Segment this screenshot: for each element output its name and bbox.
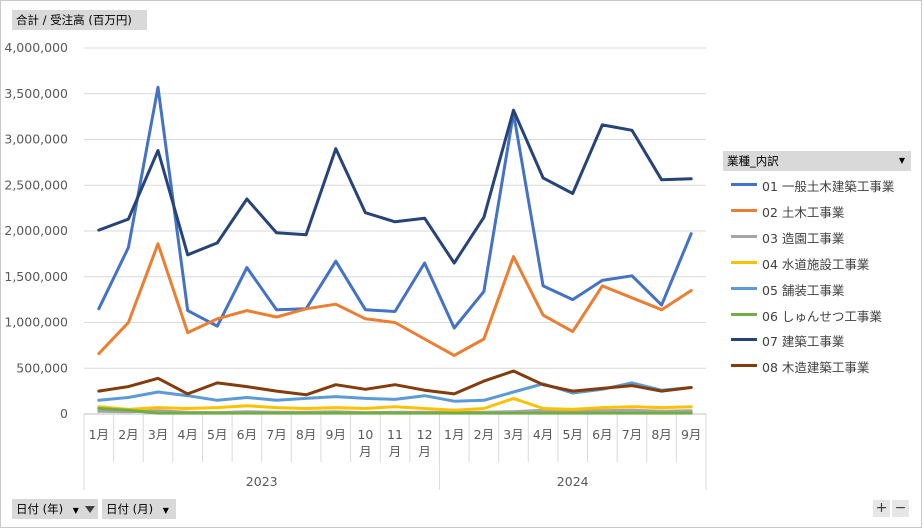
x-tick-label: 8月 xyxy=(296,427,316,442)
x-tick-label: 6月 xyxy=(592,427,612,442)
legend-swatch xyxy=(731,364,757,368)
y-tick-label: 3,500,000 xyxy=(4,86,68,101)
filter-icon[interactable] xyxy=(84,506,95,513)
x-tick-label: 3月 xyxy=(148,427,168,442)
x-tick-label: 4月 xyxy=(177,427,197,442)
row-field-month-button[interactable]: 日付 (月) ▼ xyxy=(102,499,176,519)
x-tick-label: 7月 xyxy=(266,427,286,442)
x-tick-label: 12 月 xyxy=(417,427,433,459)
series-line-7 xyxy=(97,108,693,265)
x-tick-label: 11 月 xyxy=(387,427,403,459)
collapse-button[interactable]: − xyxy=(892,500,909,517)
y-tick-label: 2,000,000 xyxy=(4,223,68,238)
legend-label: 06 しゅんせつ工事業 xyxy=(762,308,882,324)
legend-label: 03 造園工事業 xyxy=(762,230,845,246)
x-tick-label: 9月 xyxy=(326,427,346,442)
series-line-8 xyxy=(97,369,693,397)
x-tick-label: 8月 xyxy=(651,427,671,442)
series-line-2 xyxy=(97,242,693,357)
x-tick-label: 3月 xyxy=(503,427,523,442)
series-line-4 xyxy=(97,396,693,412)
x-tick-label: 7月 xyxy=(622,427,642,442)
row-field-year-label: 日付 (年) xyxy=(16,502,64,516)
x-tick-label: 2月 xyxy=(118,427,138,442)
x-tick-label: 5月 xyxy=(207,427,227,442)
dropdown-arrow-icon[interactable]: ▼ xyxy=(898,156,905,165)
dropdown-arrow-icon[interactable]: ▼ xyxy=(72,506,79,515)
legend-swatch xyxy=(731,234,757,238)
y-tick-label: 4,000,000 xyxy=(4,40,68,55)
legend-label: 01 一般土木建築工事業 xyxy=(762,179,895,194)
year-label: 2024 xyxy=(557,474,589,489)
axes: 4,000,000 3,500,000 3,000,000 2,500,000 2,00… xyxy=(4,40,707,490)
legend-swatch xyxy=(731,183,757,186)
y-tick-label: 1,500,000 xyxy=(4,269,68,284)
dropdown-arrow-icon[interactable]: ▼ xyxy=(162,506,169,515)
legend-label: 08 木造建築工事業 xyxy=(762,360,870,376)
legend-field-label: 業種_内訳 xyxy=(727,154,779,168)
value-field-label: 合計 / 受注高 (百万円) xyxy=(16,13,132,27)
x-tick-label: 2月 xyxy=(474,427,494,442)
legend-label: 07 建築工事業 xyxy=(762,334,845,350)
y-tick-label: 3,000,000 xyxy=(4,132,68,147)
legend-swatch xyxy=(731,312,757,316)
x-tick-label: 1月 xyxy=(444,427,464,442)
expand-button[interactable]: + xyxy=(873,500,890,517)
y-tick-label: 1,000,000 xyxy=(4,315,68,330)
x-tick-label: 1月 xyxy=(89,427,109,442)
x-tick-label: 9月 xyxy=(681,427,701,442)
x-tick-label: 10 月 xyxy=(357,427,373,459)
legend-label: 05 舗装工事業 xyxy=(762,282,845,298)
series-line-1 xyxy=(97,85,693,330)
year-label: 2023 xyxy=(246,474,278,489)
series-lines xyxy=(97,85,693,415)
legend-field-button[interactable]: 業種_内訳 ▼ xyxy=(723,151,911,171)
row-field-month-label: 日付 (月) xyxy=(106,502,154,516)
legend-swatch xyxy=(731,338,757,342)
x-tick-label: 4月 xyxy=(533,427,553,442)
y-tick-label: 2,500,000 xyxy=(4,177,68,192)
y-tick-label: 0 xyxy=(60,406,68,421)
series-line-6 xyxy=(97,407,693,415)
legend-swatch xyxy=(731,208,757,212)
legend-label: 02 土木工事業 xyxy=(762,204,845,220)
x-tick-label: 5月 xyxy=(562,427,582,442)
legend-swatch xyxy=(731,286,757,290)
y-tick-label: 500,000 xyxy=(16,360,68,375)
legend-swatch xyxy=(731,260,757,264)
legend-label: 04 水道施設工事業 xyxy=(762,256,870,272)
value-field-button[interactable]: 合計 / 受注高 (百万円) xyxy=(12,10,147,30)
x-tick-label: 6月 xyxy=(237,427,257,442)
row-field-year-button[interactable]: 日付 (年) ▼ xyxy=(12,499,98,519)
